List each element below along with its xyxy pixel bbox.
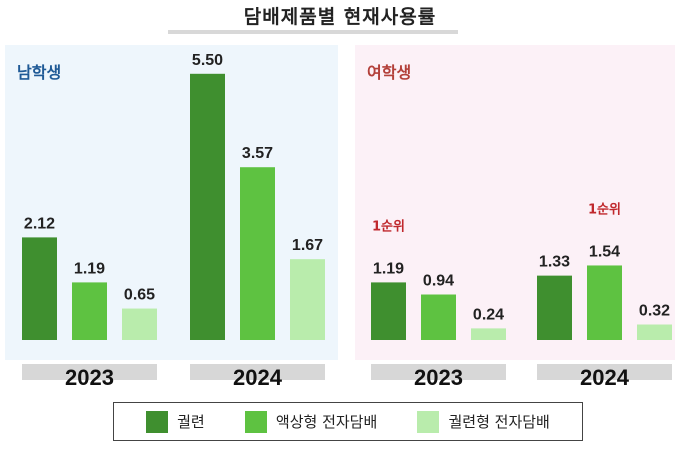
chart-title: 담배제품별 현재사용률 [243,6,437,28]
bar-female-2023-cigarette [371,282,406,340]
value-label: 3.57 [242,145,273,162]
year-band [371,364,506,380]
bar-male-2023-liquid [72,282,107,340]
bar-chart: 2.12 1.19 0.65 2023 5.50 3.57 1.67 2024 1.19 1순위 0… [22,52,672,390]
bar-female-2023-heated [471,328,506,340]
value-label: 1.33 [539,254,570,271]
legend-item-heated: 궐련형 전자담배 [417,410,550,433]
bar-female-2024-cigarette [537,275,572,340]
legend-item-cigarette: 궐련 [146,410,205,433]
legend-item-liquid: 액상형 전자담배 [244,410,378,433]
legend-label-liquid: 액상형 전자담배 [275,413,378,431]
bar-male-2023-cigarette [22,237,57,340]
year-tick-label: 2023 [65,365,114,390]
legend: 궐련 액상형 전자담배 궐련형 전자담배 [113,402,583,441]
year-tick-label: 2023 [414,365,463,390]
year-tick-label: 2024 [580,365,630,390]
year-band [190,364,325,380]
legend-label-cigarette: 궐련 [177,413,205,431]
bar-male-2023-heated [122,308,157,340]
bar-male-2024-cigarette [190,73,225,341]
bar-female-2024-heated [637,324,672,340]
year-band [537,364,672,380]
legend-swatch-heated [417,410,440,433]
value-label: 0.32 [639,303,670,320]
legend-swatch-cigarette [146,410,169,433]
rank-annotation: 1순위 [372,219,405,234]
value-label: 1.54 [589,243,620,260]
legend-swatch-liquid [244,410,267,433]
value-label: 5.50 [192,52,223,69]
value-label: 1.19 [373,260,404,277]
year-band [22,364,157,380]
year-tick-label: 2024 [233,365,283,390]
value-label: 0.65 [124,287,155,304]
value-label: 0.94 [423,273,454,290]
value-label: 1.19 [74,260,105,277]
female-panel-label: 여학생 [367,63,412,82]
value-label: 2.12 [24,215,55,232]
value-label: 0.24 [473,306,504,323]
value-label: 1.67 [292,237,323,254]
bar-male-2024-heated [290,259,325,340]
legend-label-heated: 궐련형 전자담배 [448,413,550,431]
male-panel-label: 남학생 [17,63,62,82]
bar-female-2023-liquid [421,294,456,340]
title-underline [168,30,458,34]
rank-annotation: 1순위 [588,202,621,217]
bar-female-2024-liquid [587,265,622,340]
male-panel: 남학생 [5,45,338,360]
bar-male-2024-liquid [240,167,275,340]
